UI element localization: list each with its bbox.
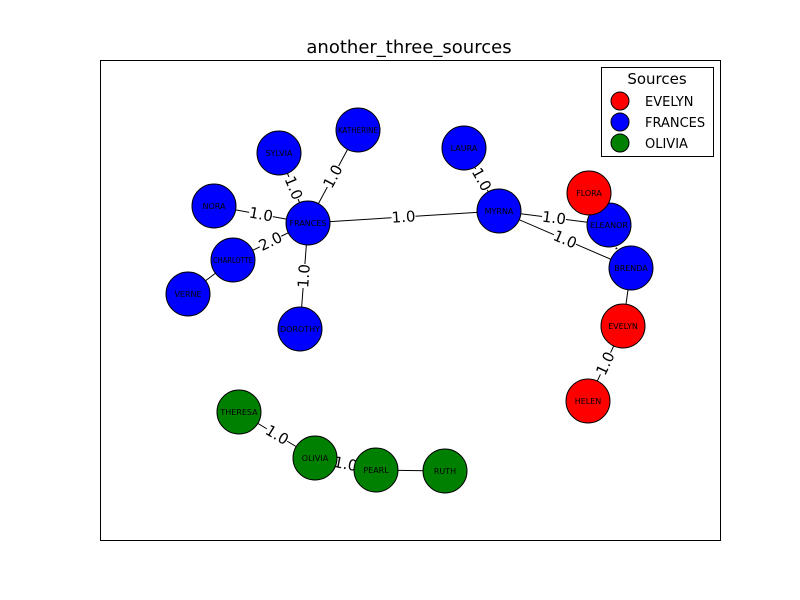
legend-marker-frances — [610, 112, 630, 132]
edge-label-bg — [391, 208, 416, 226]
nodes-layer: FRANCES KATHERINE SYLVIA NORA CHARLOTTE VERNE… — [165, 107, 654, 494]
node-label: ELEANOR — [590, 221, 628, 230]
node-circle — [476, 188, 522, 234]
node-circle — [292, 435, 338, 481]
edge-label-bg — [320, 162, 346, 191]
edge-label-group: 1.0 — [248, 204, 275, 226]
node-label: VERNE — [174, 290, 201, 299]
node-dorothy[interactable]: DOROTHY — [277, 306, 323, 352]
legend-title: Sources — [627, 70, 687, 88]
node-helen[interactable]: HELEN — [565, 378, 611, 424]
node-olivia[interactable]: OLIVIA — [292, 435, 338, 481]
node-label: SYLVIA — [266, 149, 293, 158]
node-circle — [216, 389, 262, 435]
edge-label-group: 1.0 — [332, 453, 359, 475]
legend-label-olivia: OLIVIA — [645, 137, 688, 152]
edge-label-bg — [541, 208, 567, 228]
node-circle — [285, 200, 331, 246]
node-label: CHARLOTTE — [213, 256, 253, 265]
node-circle — [353, 447, 399, 493]
legend-label-evelyn: EVELYN — [645, 95, 694, 110]
edge-label-group: 1.0 — [541, 208, 567, 229]
node-label: THERESA — [219, 408, 258, 417]
edge-label: 1.0 — [391, 207, 416, 226]
edge-label: 1.0 — [294, 263, 314, 288]
node-label: KATHERINE — [338, 126, 378, 135]
node-frances[interactable]: FRANCES — [285, 200, 331, 246]
node-label: EVELYN — [608, 322, 638, 331]
node-label: RUTH — [434, 467, 456, 476]
node-circle — [422, 448, 468, 494]
node-label: FLORA — [576, 189, 602, 198]
node-circle — [191, 183, 237, 229]
node-label: PEARL — [363, 466, 389, 475]
edge-label-bg — [593, 349, 618, 378]
node-circle — [165, 271, 211, 317]
edge-label-bg — [295, 263, 313, 289]
node-laura[interactable]: LAURA — [441, 125, 487, 171]
node-circle — [277, 306, 323, 352]
node-katherine[interactable]: KATHERINE — [335, 107, 381, 153]
edge-label-bg — [332, 453, 359, 475]
node-flora[interactable]: FLORA — [566, 170, 612, 216]
edge-label: 1.0 — [541, 208, 567, 229]
edge-label-group: 1.0 — [294, 263, 314, 288]
edge-label-bg — [281, 173, 306, 203]
node-sylvia[interactable]: SYLVIA — [256, 130, 302, 176]
edge-label-group: 1.0 — [391, 207, 416, 227]
node-label: BRENDA — [614, 264, 648, 273]
node-evelyn[interactable]: EVELYN — [600, 303, 646, 349]
node-label: OLIVIA — [302, 454, 329, 463]
edge-label: 1.0 — [248, 204, 275, 226]
node-label: FRANCES — [289, 219, 326, 228]
node-circle — [441, 125, 487, 171]
edge-label-bg — [262, 421, 292, 449]
edge-label-bg — [550, 227, 580, 252]
node-circle — [256, 130, 302, 176]
node-charlotte[interactable]: CHARLOTTE — [210, 237, 256, 283]
legend-marker-olivia — [610, 133, 630, 153]
node-label: LAURA — [451, 144, 478, 153]
legend-marker-evelyn — [610, 91, 630, 111]
node-brenda[interactable]: BRENDA — [608, 245, 654, 291]
node-label: MYRNA — [485, 207, 514, 216]
node-theresa[interactable]: THERESA — [216, 389, 262, 435]
legend-label-frances: FRANCES — [645, 116, 705, 131]
node-circle — [335, 107, 381, 153]
node-circle — [608, 245, 654, 291]
node-myrna[interactable]: MYRNA — [476, 188, 522, 234]
node-circle — [210, 237, 256, 283]
node-pearl[interactable]: PEARL — [353, 447, 399, 493]
node-label: DOROTHY — [280, 325, 320, 334]
edge-label-bg — [468, 165, 495, 194]
legend-entries: EVELYN FRANCES OLIVIA — [610, 91, 705, 153]
node-verne[interactable]: VERNE — [165, 271, 211, 317]
node-nora[interactable]: NORA — [191, 183, 237, 229]
edge-label-bg — [247, 204, 275, 225]
node-circle — [600, 303, 646, 349]
node-circle — [566, 170, 612, 216]
edge-label-bg — [256, 229, 285, 254]
node-label: HELEN — [575, 397, 602, 406]
figure-title: another_three_sources — [306, 37, 511, 58]
edge-label: 1.0 — [332, 453, 359, 475]
legend: Sources EVELYN FRANCES OLIVIA — [601, 67, 714, 157]
node-circle — [565, 378, 611, 424]
node-ruth[interactable]: RUTH — [422, 448, 468, 494]
node-label: NORA — [203, 202, 227, 211]
